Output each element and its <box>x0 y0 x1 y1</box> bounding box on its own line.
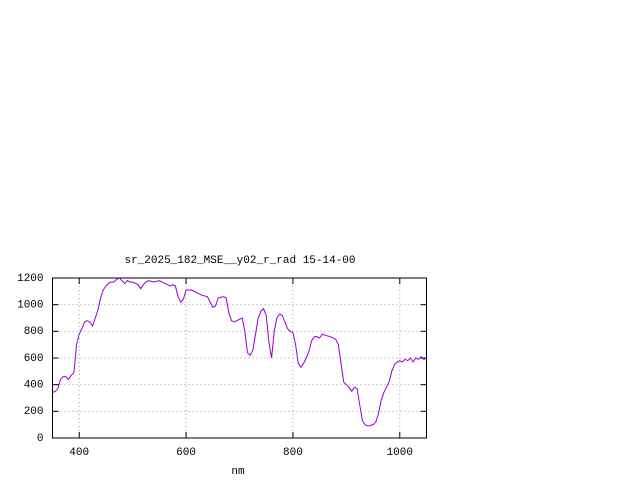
chart-title: sr_2025_182_MSE__y02_r_rad 15-14-00 <box>124 255 355 267</box>
y-tick-label: 1200 <box>17 273 43 285</box>
x-tick-label: 800 <box>283 447 303 459</box>
y-tick-label: 600 <box>24 353 44 365</box>
x-tick-label: 600 <box>176 447 196 459</box>
y-tick-label: 400 <box>24 380 44 392</box>
y-tick-label: 800 <box>24 326 44 338</box>
y-tick-label: 200 <box>24 406 44 418</box>
x-tick-label: 1000 <box>387 447 413 459</box>
data-line <box>52 277 427 427</box>
y-tick-label: 1000 <box>17 300 43 312</box>
y-tick-label: 0 <box>37 433 44 445</box>
x-tick-label: 400 <box>69 447 89 459</box>
x-axis-label: nm <box>231 466 245 478</box>
